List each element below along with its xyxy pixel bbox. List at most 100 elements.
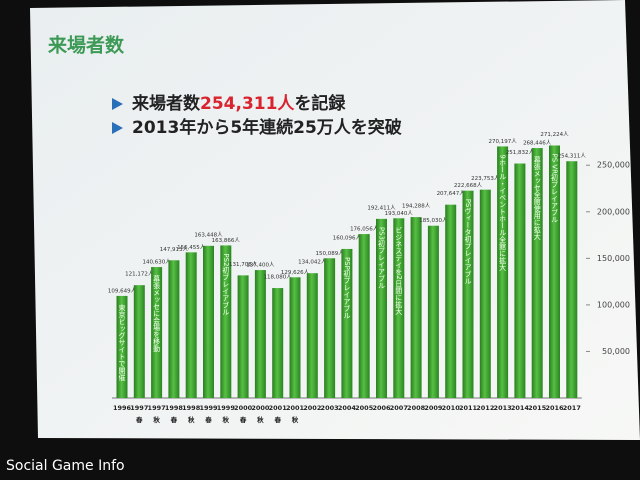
x-tick-label: 2013 bbox=[494, 404, 512, 412]
bar bbox=[549, 145, 560, 398]
slide-title: 来場者数 bbox=[48, 34, 125, 57]
x-tick-label: 2003 bbox=[321, 404, 339, 412]
x-tick-label: 1997 bbox=[148, 404, 166, 412]
bar bbox=[566, 161, 578, 398]
bar-note: 幕張メッセに会場を移動 bbox=[153, 274, 161, 353]
bar-note: PSP初プレイアブル bbox=[343, 257, 351, 319]
bar bbox=[185, 252, 197, 398]
value-label: 134,042人 bbox=[298, 259, 327, 266]
bullet bbox=[112, 122, 123, 134]
x-tick-label: 1998 bbox=[182, 404, 201, 412]
bar-note: 東京ビッグサイトで開催 bbox=[118, 303, 126, 382]
subheadline: 2013年から5年連続25万人を突破 bbox=[132, 117, 402, 138]
x-sublabel: 秋 bbox=[223, 415, 230, 424]
x-tick-label: 1999 bbox=[199, 404, 218, 412]
value-label: 140,630人 bbox=[142, 259, 171, 266]
value-label: 163,448人 bbox=[194, 231, 223, 238]
x-sublabel: 春 bbox=[170, 415, 178, 424]
value-label: 185,030人 bbox=[419, 217, 448, 224]
bar bbox=[116, 295, 128, 398]
bar bbox=[479, 189, 491, 398]
bar bbox=[531, 148, 543, 398]
bar bbox=[341, 248, 353, 398]
y-tick-label: 150,000 bbox=[597, 254, 630, 263]
bar bbox=[237, 275, 249, 398]
bar bbox=[324, 258, 336, 398]
value-label: 137,400人 bbox=[246, 262, 275, 269]
bar bbox=[151, 267, 163, 398]
bar bbox=[376, 218, 387, 398]
y-tick-label: 200,000 bbox=[597, 207, 630, 216]
value-label: 192,411人 bbox=[367, 204, 396, 211]
value-label: 160,096人 bbox=[333, 234, 362, 241]
bar bbox=[306, 273, 318, 398]
x-tick-label: 2004 bbox=[338, 404, 357, 412]
bar bbox=[445, 204, 457, 398]
headline: 来場者数254,311人を記録 bbox=[131, 93, 346, 114]
x-tick-label: 2002 bbox=[303, 404, 321, 412]
value-label: 194,288人 bbox=[402, 203, 431, 210]
value-label: 193,040人 bbox=[385, 210, 414, 217]
x-tick-label: 1996 bbox=[113, 404, 132, 412]
y-tick-label: 250,000 bbox=[597, 161, 630, 170]
x-tick-label: 2007 bbox=[390, 404, 408, 412]
bar-note: PS2初プレイアブル bbox=[222, 253, 230, 315]
value-label: 118,080人 bbox=[264, 274, 293, 281]
value-label: 176,056人 bbox=[350, 226, 379, 233]
x-tick-label: 2014 bbox=[511, 404, 530, 412]
value-label: 131,708人 bbox=[229, 261, 258, 268]
plot: 50,000 100,000 150,000 200,000 250,000 109,64… bbox=[108, 131, 630, 424]
value-label: 150,089人 bbox=[315, 250, 344, 257]
y-tick-label: 50,000 bbox=[602, 347, 630, 356]
x-tick-label: 1998 bbox=[165, 404, 184, 412]
value-label: 129,626人 bbox=[281, 269, 310, 276]
x-tick-label: 2012 bbox=[476, 404, 494, 412]
headline-text: 来場者数 bbox=[131, 93, 201, 114]
bar bbox=[497, 146, 509, 398]
x-sublabel: 春 bbox=[135, 415, 143, 424]
x-tick-label: 2011 bbox=[459, 404, 478, 412]
bar-note: 9ホール・イベントホール全館に拡大 bbox=[499, 154, 507, 272]
x-tick-label: 1999 bbox=[217, 404, 236, 412]
x-tick-label: 2001 bbox=[269, 404, 288, 412]
bar-note: PS VR初プレイアブル bbox=[551, 153, 559, 223]
bar bbox=[254, 270, 266, 398]
x-tick-label: 2015 bbox=[528, 404, 547, 412]
value-label: 163,866人 bbox=[212, 237, 241, 244]
bar-note: ビジネスデイを2日間に拡大 bbox=[395, 226, 403, 316]
x-sublabel: 秋 bbox=[188, 415, 195, 424]
bar-note: PSヴィータ初プレイアブル bbox=[464, 199, 472, 285]
y-tick-label: 100,000 bbox=[597, 300, 630, 309]
x-tick-label: 2000 bbox=[251, 404, 270, 412]
x-sublabel: 春 bbox=[273, 415, 281, 424]
value-label: 270,197人 bbox=[488, 138, 517, 145]
value-label: 147,913人 bbox=[160, 246, 189, 253]
bar bbox=[462, 190, 474, 398]
bullet bbox=[112, 98, 123, 110]
watermark: Social Game Info bbox=[6, 458, 125, 474]
bar bbox=[133, 285, 145, 398]
headline-highlight: 254,311人 bbox=[200, 94, 295, 114]
bar bbox=[514, 163, 526, 398]
bar bbox=[410, 217, 422, 398]
bar-note: 幕張メッセ全館使用に拡大 bbox=[533, 155, 541, 241]
x-tick-label: 2005 bbox=[355, 404, 374, 412]
x-sublabel: 春 bbox=[239, 415, 247, 424]
x-sublabel: 春 bbox=[204, 415, 212, 424]
value-label: 268,446人 bbox=[523, 140, 552, 147]
value-label: 121,172人 bbox=[125, 271, 154, 278]
value-label: 254,311人 bbox=[558, 153, 587, 160]
bar bbox=[168, 260, 180, 398]
value-label: 156,455人 bbox=[177, 244, 206, 251]
value-label: 271,224人 bbox=[540, 131, 569, 138]
x-tick-label: 2017 bbox=[563, 404, 581, 412]
value-label: 251,832人 bbox=[506, 149, 535, 156]
bar bbox=[220, 245, 232, 398]
bar bbox=[358, 234, 370, 398]
bar bbox=[427, 225, 439, 398]
x-tick-label: 1997 bbox=[130, 404, 148, 412]
x-sublabel: 秋 bbox=[257, 415, 264, 424]
bar bbox=[203, 245, 214, 398]
bar-note: PS3初プレイアブル bbox=[378, 227, 386, 289]
